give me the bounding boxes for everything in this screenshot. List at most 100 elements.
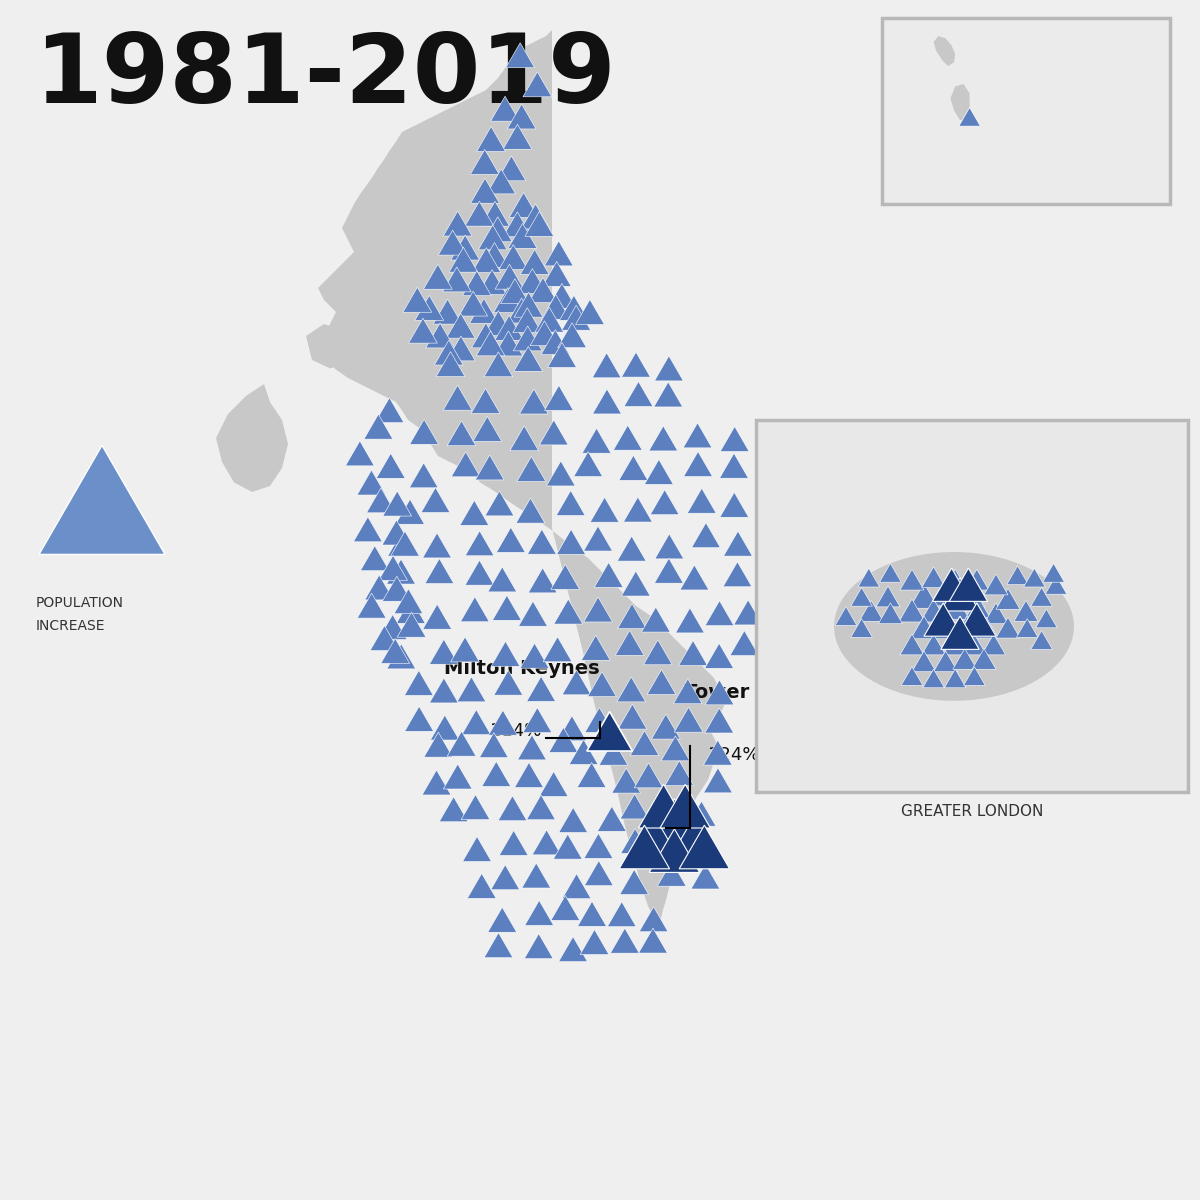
Polygon shape: [494, 331, 523, 356]
Polygon shape: [943, 596, 970, 619]
Polygon shape: [496, 264, 524, 289]
Polygon shape: [1024, 569, 1045, 587]
Polygon shape: [941, 577, 979, 611]
Polygon shape: [598, 806, 626, 832]
Polygon shape: [524, 211, 553, 236]
Polygon shape: [422, 605, 451, 629]
Polygon shape: [684, 451, 713, 476]
Polygon shape: [528, 529, 557, 554]
Polygon shape: [409, 419, 438, 444]
Polygon shape: [505, 43, 534, 67]
Polygon shape: [720, 492, 749, 517]
Polygon shape: [562, 874, 590, 899]
Polygon shape: [551, 564, 580, 589]
Polygon shape: [950, 84, 970, 120]
Bar: [882, 18, 1170, 204]
Polygon shape: [523, 708, 552, 732]
Polygon shape: [532, 830, 560, 854]
Polygon shape: [528, 277, 557, 302]
Polygon shape: [706, 601, 734, 625]
Polygon shape: [497, 156, 526, 181]
Polygon shape: [466, 560, 494, 586]
Polygon shape: [581, 635, 610, 660]
Polygon shape: [1007, 566, 1028, 584]
Polygon shape: [880, 564, 901, 582]
Polygon shape: [396, 599, 425, 623]
Polygon shape: [691, 523, 720, 547]
Polygon shape: [518, 269, 547, 294]
Polygon shape: [541, 294, 570, 319]
Polygon shape: [424, 732, 452, 757]
Polygon shape: [430, 640, 458, 665]
Polygon shape: [318, 30, 726, 924]
Polygon shape: [912, 650, 936, 672]
Polygon shape: [703, 768, 732, 793]
Polygon shape: [446, 336, 475, 361]
Polygon shape: [365, 575, 394, 600]
Polygon shape: [484, 311, 512, 336]
Polygon shape: [958, 602, 996, 636]
Polygon shape: [517, 734, 546, 760]
Polygon shape: [462, 709, 491, 734]
Text: 114%: 114%: [490, 722, 541, 740]
Polygon shape: [448, 421, 476, 445]
Polygon shape: [619, 455, 648, 480]
Polygon shape: [484, 352, 512, 377]
Polygon shape: [461, 596, 490, 622]
Polygon shape: [562, 670, 590, 695]
Polygon shape: [941, 616, 979, 649]
Polygon shape: [500, 278, 529, 304]
Polygon shape: [630, 731, 659, 756]
Polygon shape: [408, 318, 437, 343]
Polygon shape: [522, 863, 551, 888]
Polygon shape: [704, 643, 733, 668]
Polygon shape: [521, 250, 550, 275]
Polygon shape: [594, 563, 623, 588]
Polygon shape: [472, 247, 500, 272]
Polygon shape: [545, 385, 574, 410]
Polygon shape: [583, 598, 612, 622]
Polygon shape: [485, 491, 514, 516]
Polygon shape: [508, 223, 536, 248]
Polygon shape: [618, 604, 647, 629]
Polygon shape: [466, 530, 494, 556]
Polygon shape: [620, 828, 649, 853]
Polygon shape: [383, 576, 412, 601]
Polygon shape: [650, 490, 679, 515]
Polygon shape: [688, 488, 716, 514]
Polygon shape: [517, 456, 546, 481]
Polygon shape: [901, 667, 923, 685]
Polygon shape: [510, 426, 539, 451]
Polygon shape: [943, 569, 967, 590]
Polygon shape: [558, 716, 587, 740]
Polygon shape: [467, 874, 496, 899]
Polygon shape: [923, 670, 944, 688]
Polygon shape: [360, 546, 389, 571]
Polygon shape: [514, 347, 542, 371]
Polygon shape: [613, 425, 642, 450]
Polygon shape: [472, 389, 500, 414]
Polygon shape: [932, 616, 959, 638]
Polygon shape: [409, 463, 438, 487]
Polygon shape: [834, 552, 1074, 701]
Polygon shape: [421, 487, 450, 512]
Polygon shape: [964, 667, 985, 685]
Polygon shape: [876, 586, 900, 607]
Polygon shape: [422, 770, 451, 794]
Polygon shape: [535, 307, 564, 332]
Polygon shape: [720, 426, 749, 451]
Polygon shape: [858, 569, 880, 587]
Polygon shape: [553, 834, 582, 859]
Polygon shape: [541, 330, 570, 355]
Polygon shape: [499, 245, 528, 270]
Polygon shape: [449, 247, 478, 272]
Polygon shape: [658, 862, 686, 886]
Polygon shape: [545, 241, 574, 266]
Polygon shape: [425, 558, 454, 583]
Polygon shape: [974, 617, 998, 638]
Polygon shape: [481, 202, 510, 226]
Text: Milton Keynes: Milton Keynes: [444, 659, 600, 678]
Polygon shape: [733, 600, 762, 625]
Polygon shape: [1031, 588, 1052, 606]
Polygon shape: [491, 96, 520, 121]
